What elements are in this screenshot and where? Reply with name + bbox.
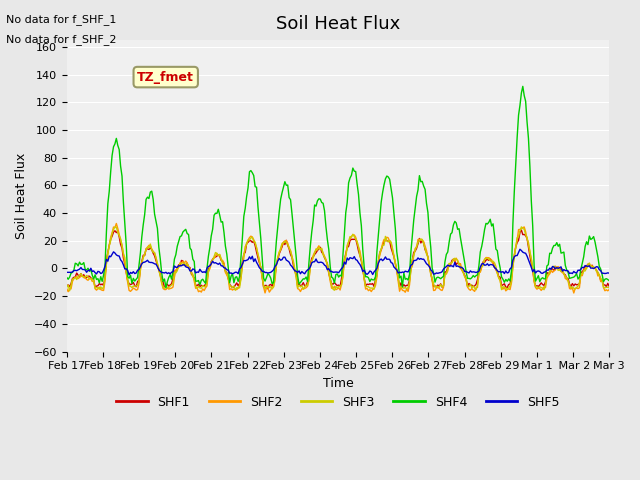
SHF1 (605, 283, 613, 289)
Line: SHF1: SHF1 (67, 230, 609, 289)
SHF2 (113, 221, 120, 227)
SHF2 (63, 286, 70, 292)
Line: SHF3: SHF3 (67, 227, 609, 291)
SHF3 (63, 284, 70, 290)
Text: No data for f_SHF_2: No data for f_SHF_2 (6, 34, 117, 45)
SHF2 (343, 242, 351, 248)
SHF1 (264, 286, 272, 292)
SHF1 (451, 258, 459, 264)
SHF4 (451, 218, 459, 224)
Text: No data for f_SHF_1: No data for f_SHF_1 (6, 14, 116, 25)
SHF3 (533, 284, 541, 290)
SHF2 (532, 285, 540, 290)
SHF5 (81, 267, 89, 273)
SHF3 (518, 224, 525, 230)
SHF2 (604, 288, 612, 294)
SHF2 (99, 288, 106, 293)
SHF2 (605, 287, 613, 292)
SHF3 (83, 273, 90, 278)
SHF5 (63, 269, 70, 275)
SHF1 (343, 245, 351, 251)
SHF3 (100, 284, 108, 290)
SHF3 (451, 255, 459, 261)
SHF4 (162, 285, 170, 291)
X-axis label: Time: Time (323, 377, 353, 390)
SHF1 (99, 281, 106, 287)
SHF1 (533, 283, 541, 288)
SHF3 (66, 288, 74, 294)
Line: SHF5: SHF5 (67, 249, 609, 275)
SHF2 (81, 275, 89, 280)
SHF3 (343, 245, 351, 251)
SHF5 (343, 255, 351, 261)
SHF1 (63, 283, 70, 289)
Title: Soil Heat Flux: Soil Heat Flux (276, 15, 400, 33)
SHF5 (99, 270, 106, 276)
SHF1 (81, 275, 89, 281)
SHF5 (516, 246, 524, 252)
SHF3 (604, 285, 612, 290)
SHF4 (81, 266, 89, 272)
SHF5 (533, 268, 541, 274)
SHF5 (125, 272, 133, 278)
SHF2 (451, 258, 459, 264)
SHF5 (605, 270, 613, 276)
SHF4 (519, 84, 527, 89)
Legend: SHF1, SHF2, SHF3, SHF4, SHF5: SHF1, SHF2, SHF3, SHF4, SHF5 (111, 391, 564, 414)
SHF1 (604, 280, 612, 286)
SHF2 (570, 290, 578, 296)
Y-axis label: Soil Heat Flux: Soil Heat Flux (15, 153, 28, 239)
SHF1 (518, 227, 525, 233)
SHF3 (605, 285, 613, 290)
Line: SHF4: SHF4 (67, 86, 609, 288)
Text: TZ_fmet: TZ_fmet (138, 71, 194, 84)
SHF4 (343, 200, 351, 205)
SHF4 (99, 278, 106, 284)
SHF4 (605, 278, 613, 284)
SHF5 (451, 260, 459, 265)
SHF4 (63, 275, 70, 280)
SHF4 (533, 276, 541, 281)
Line: SHF2: SHF2 (67, 224, 609, 293)
SHF4 (604, 276, 612, 282)
SHF5 (604, 270, 612, 276)
